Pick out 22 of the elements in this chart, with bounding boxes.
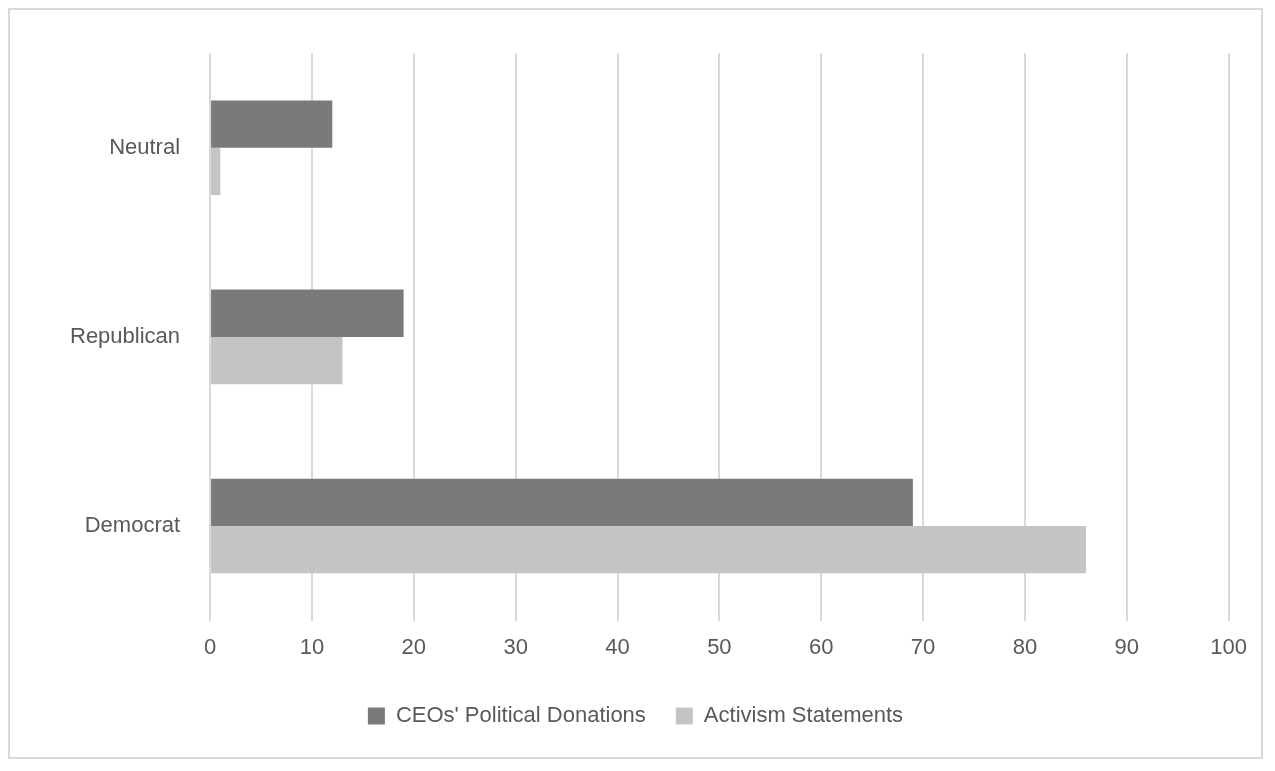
x-tick-label: 60: [808, 633, 834, 659]
bar: [211, 147, 221, 196]
y-tick-label: Democrat: [84, 512, 181, 538]
x-tick-label: 20: [401, 633, 427, 659]
x-tick-label: 40: [605, 633, 630, 659]
bar: [211, 478, 913, 527]
x-tick-label: 70: [910, 633, 936, 659]
y-tick-label: Neutral: [109, 133, 181, 159]
x-tick-label: 0: [203, 633, 217, 659]
x-tick-label: 10: [299, 633, 325, 659]
x-tick-label: 30: [503, 633, 528, 659]
bar: [211, 289, 404, 337]
x-tick-label: 80: [1012, 633, 1038, 659]
x-tick-label: 100: [1210, 633, 1248, 659]
legend-label: CEOs' Political Donations: [395, 702, 646, 728]
y-tick-label: Republican: [70, 322, 181, 348]
bar: [211, 100, 333, 148]
x-tick-label: 50: [707, 633, 732, 659]
bar: [211, 336, 343, 385]
bar: [211, 526, 1087, 574]
x-tick-label: 90: [1114, 633, 1140, 659]
legend-label: Activism Statements: [703, 702, 904, 728]
